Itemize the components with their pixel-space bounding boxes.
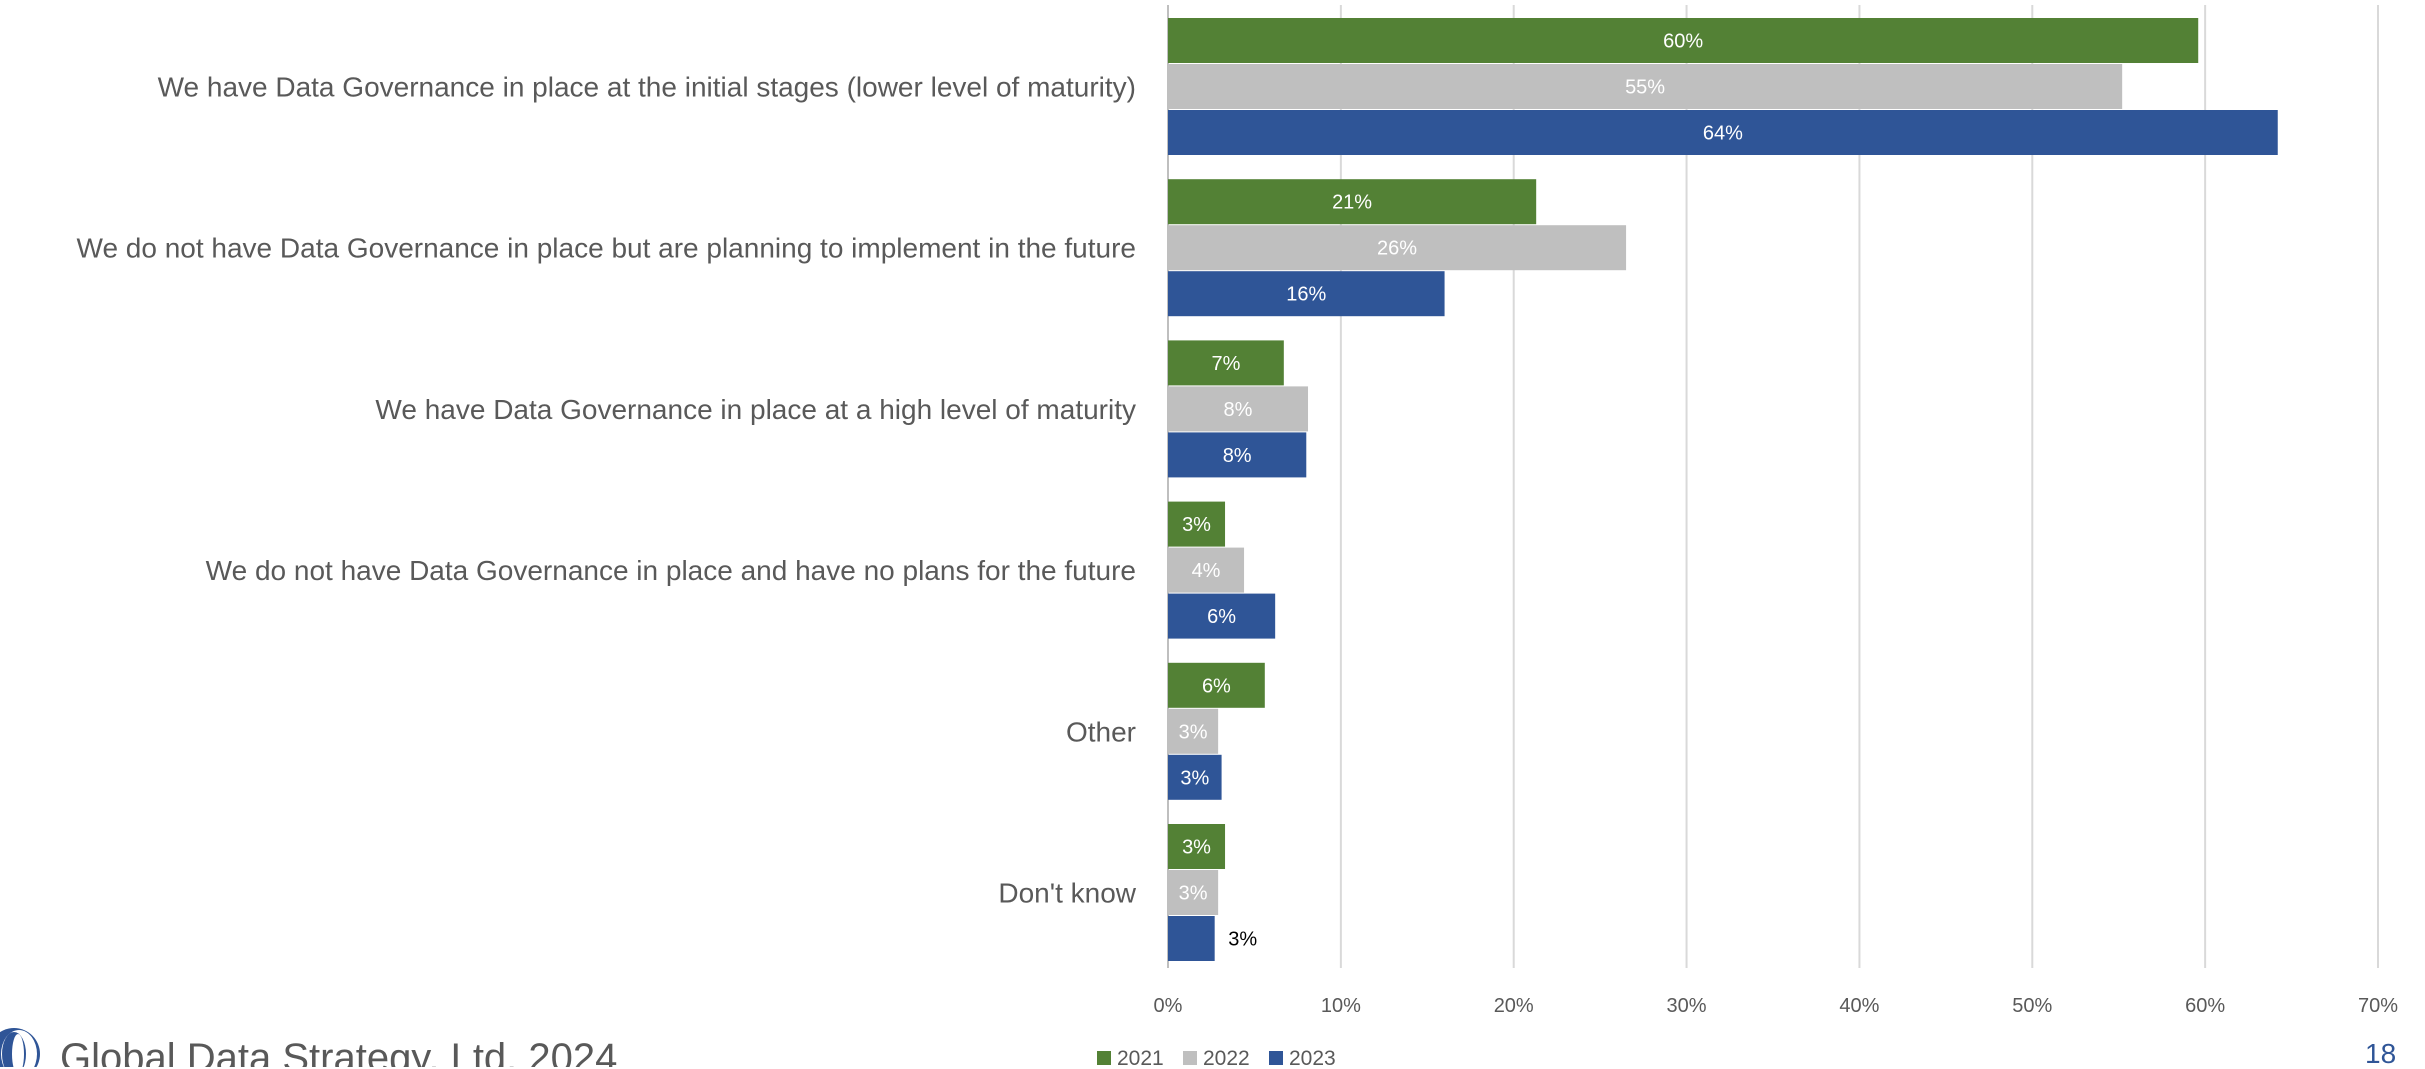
data-label: 3% bbox=[1228, 929, 1257, 951]
bar-2023 bbox=[1168, 916, 1215, 961]
category-label: We do not have Data Governance in place … bbox=[206, 555, 1136, 586]
data-label: 8% bbox=[1224, 399, 1253, 421]
bar-2022 bbox=[1168, 547, 1245, 593]
bars: 60% 55% 64% 21% 26% 16% 7% 8% 8% 3% 4% 6% 6% 3% 3% 3% 3%… bbox=[1168, 18, 2278, 961]
footer: Global Data Strategy, Ltd. 2024 bbox=[0, 1010, 700, 1067]
x-tick-label: 30% bbox=[1667, 995, 1707, 1017]
x-tick-label: 10% bbox=[1321, 995, 1361, 1017]
data-label: 16% bbox=[1286, 284, 1326, 306]
category-label: Don't know bbox=[998, 878, 1136, 909]
legend-swatch bbox=[1183, 1051, 1197, 1065]
data-label: 55% bbox=[1625, 77, 1665, 99]
category-label: We do not have Data Governance in place … bbox=[77, 233, 1136, 264]
legend: 2021 2022 2023 bbox=[1097, 1047, 1336, 1067]
data-label: 6% bbox=[1207, 606, 1236, 628]
x-tick-label: 40% bbox=[1839, 995, 1879, 1017]
bar-2021 bbox=[1168, 501, 1226, 547]
data-label: 3% bbox=[1182, 837, 1211, 859]
legend-entry: 2023 bbox=[1289, 1047, 1336, 1067]
data-label: 3% bbox=[1179, 883, 1208, 905]
data-label: 60% bbox=[1663, 31, 1703, 53]
data-label: 3% bbox=[1180, 767, 1209, 789]
bar-2023 bbox=[1168, 593, 1276, 639]
data-label: 4% bbox=[1192, 560, 1221, 582]
bar-2021 bbox=[1168, 179, 1537, 225]
bar-2022 bbox=[1168, 708, 1219, 754]
footer-text: Global Data Strategy, Ltd. 2024 bbox=[60, 1036, 618, 1067]
x-tick-label: 0% bbox=[1154, 995, 1183, 1017]
x-axis-ticks: 0% 10% 20% 30% 40% 50% 60% 70% bbox=[1154, 995, 2399, 1017]
bar-2023 bbox=[1168, 754, 1222, 800]
category-label: We have Data Governance in place at a hi… bbox=[375, 394, 1136, 425]
data-label: 6% bbox=[1202, 675, 1231, 697]
bar-2021 bbox=[1168, 824, 1226, 869]
bar-2021 bbox=[1168, 662, 1265, 708]
legend-entry: 2021 bbox=[1117, 1047, 1164, 1067]
bar-2022 bbox=[1168, 386, 1309, 432]
bar-2022 bbox=[1168, 870, 1219, 915]
data-label: 7% bbox=[1211, 353, 1240, 375]
legend-entry: 2022 bbox=[1203, 1047, 1250, 1067]
company-logo-icon bbox=[0, 1028, 40, 1067]
x-tick-label: 20% bbox=[1494, 995, 1534, 1017]
x-tick-label: 70% bbox=[2358, 995, 2398, 1017]
bar-2022 bbox=[1168, 225, 1627, 271]
legend-swatch bbox=[1097, 1051, 1111, 1065]
legend-swatch bbox=[1269, 1051, 1283, 1065]
data-label: 26% bbox=[1377, 238, 1417, 260]
bar-2023 bbox=[1168, 432, 1307, 478]
data-label: 8% bbox=[1223, 445, 1252, 467]
x-tick-label: 50% bbox=[2012, 995, 2052, 1017]
data-label: 3% bbox=[1182, 514, 1211, 536]
bar-2021 bbox=[1168, 340, 1284, 386]
category-labels: We have Data Governance in place at the … bbox=[77, 72, 1137, 909]
bar-2021 bbox=[1168, 18, 2199, 63]
data-label: 21% bbox=[1332, 192, 1372, 214]
data-label: 3% bbox=[1179, 721, 1208, 743]
bar-2022 bbox=[1168, 64, 2123, 109]
page-number: 18 bbox=[2365, 1038, 2397, 1069]
bar-2023 bbox=[1168, 110, 2278, 155]
gridlines bbox=[1167, 5, 2379, 968]
x-tick-label: 60% bbox=[2185, 995, 2225, 1017]
category-label: We have Data Governance in place at the … bbox=[158, 72, 1136, 103]
data-label: 64% bbox=[1703, 123, 1743, 145]
bar-2023 bbox=[1168, 271, 1445, 317]
category-label: Other bbox=[1066, 716, 1136, 747]
